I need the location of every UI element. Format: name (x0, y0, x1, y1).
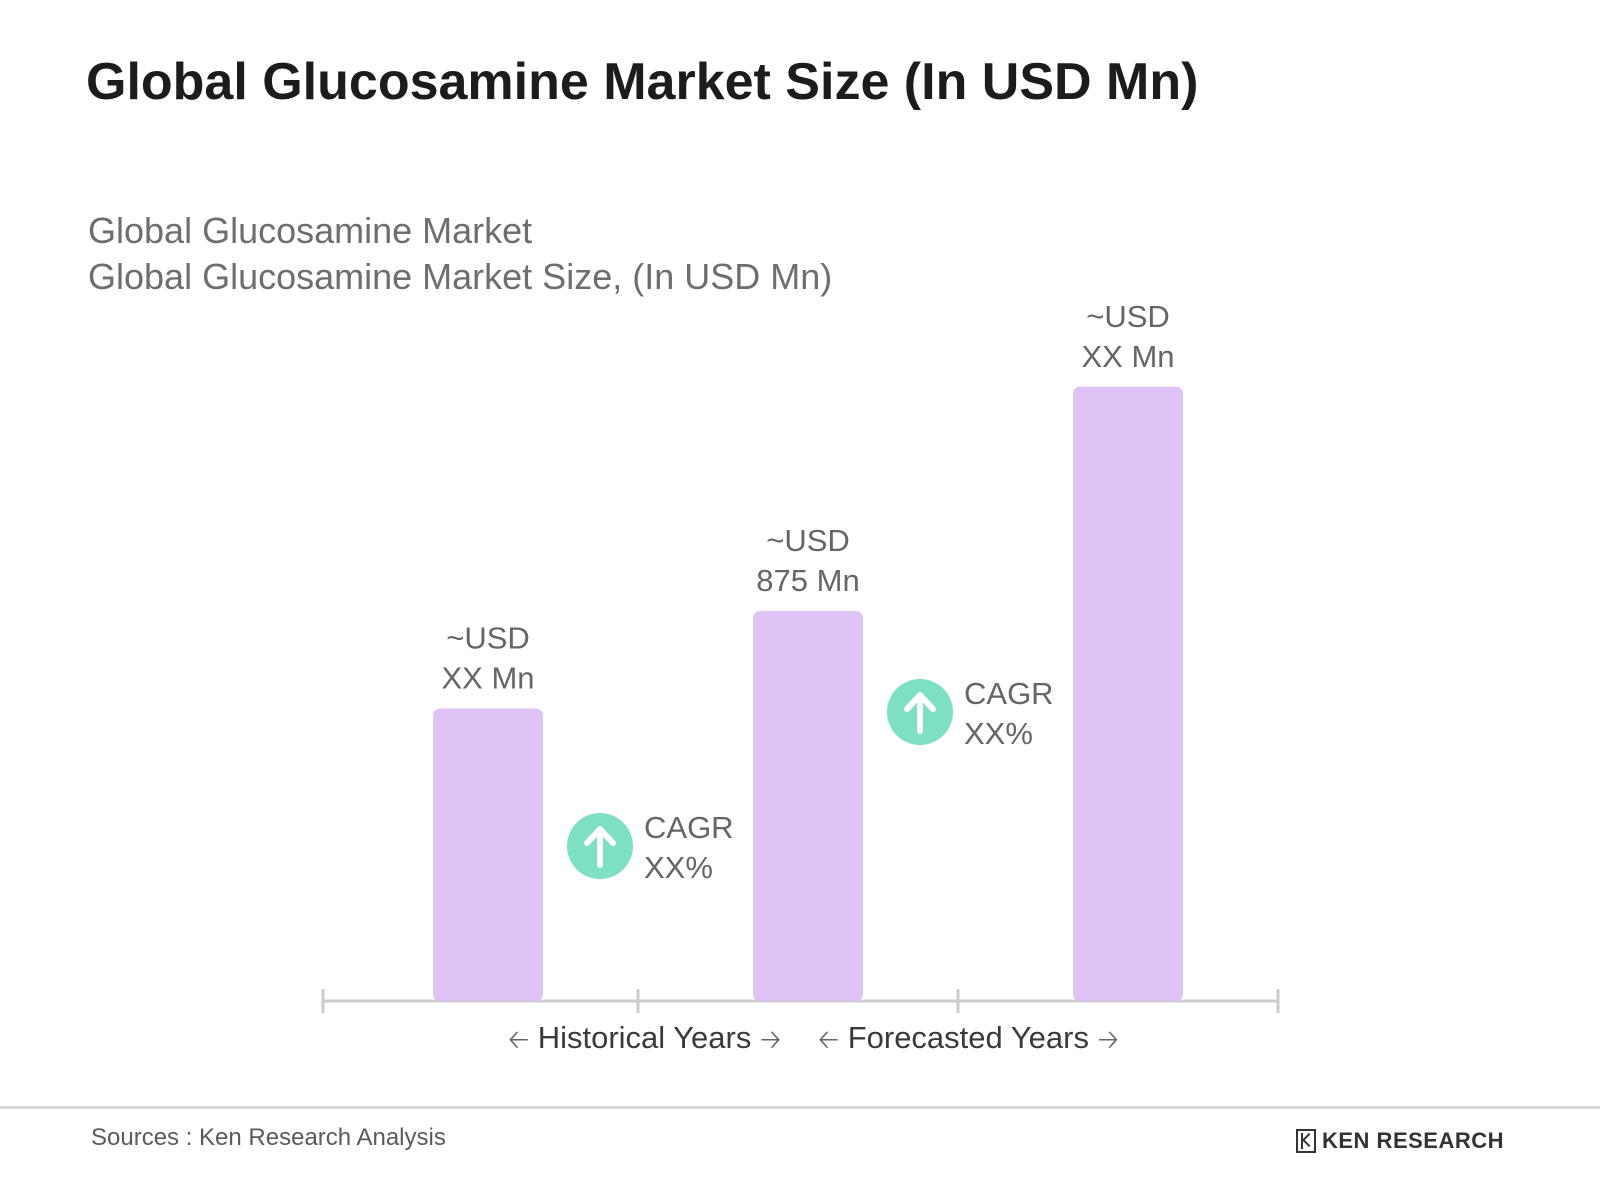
bar-value-label-1-0: ~USD (766, 523, 850, 558)
bar-value-label-2-1: XX Mn (1081, 339, 1174, 374)
arrow-up-icon (584, 826, 616, 868)
chart-title: Global Glucosamine Market Size (In USD M… (86, 53, 1199, 111)
cagr-label-1: CAGR (964, 676, 1054, 711)
subtitle-line-1: Global Glucosamine Market (88, 210, 533, 251)
forecasted-years-text: Forecasted Years (847, 1020, 1089, 1055)
forecasted-years-label: 🡠 Forecasted Years 🡢 (818, 1020, 1119, 1065)
chart-subtitle: Global Glucosamine Market Global Glucosa… (88, 208, 832, 300)
bar-1 (753, 611, 863, 1001)
bar-0 (433, 708, 543, 1001)
source-text: Sources : Ken Research Analysis (91, 1124, 446, 1151)
logo-mark-icon (1296, 1129, 1316, 1153)
bar-value-label-0-0: ~USD (446, 621, 530, 656)
cagr-value-1: XX% (964, 716, 1033, 751)
footer-divider (0, 1106, 1600, 1109)
subtitle-line-2: Global Glucosamine Market Size, (In USD … (88, 256, 833, 297)
arrow-left-icon: 🡠 (818, 1024, 840, 1054)
bar-value-label-2-0: ~USD (1086, 299, 1170, 334)
bar-value-label-0-1: XX Mn (441, 661, 534, 696)
ken-research-logo: KEN RESEARCH (1296, 1128, 1504, 1154)
arrow-right-icon: 🡢 (1097, 1024, 1119, 1054)
bar-value-label-1-1: 875 Mn (756, 563, 859, 598)
cagr-value-0: XX% (644, 850, 713, 885)
bar-2 (1073, 386, 1183, 1001)
historical-years-label: 🡠 Historical Years 🡢 (508, 1020, 781, 1065)
arrow-up-icon (904, 692, 936, 734)
arrow-right-icon: 🡢 (759, 1024, 782, 1054)
arrow-left-icon: 🡠 (508, 1024, 530, 1054)
logo-text: KEN RESEARCH (1322, 1128, 1505, 1153)
historical-years-text: Historical Years (537, 1020, 752, 1055)
cagr-label-0: CAGR (644, 810, 734, 845)
